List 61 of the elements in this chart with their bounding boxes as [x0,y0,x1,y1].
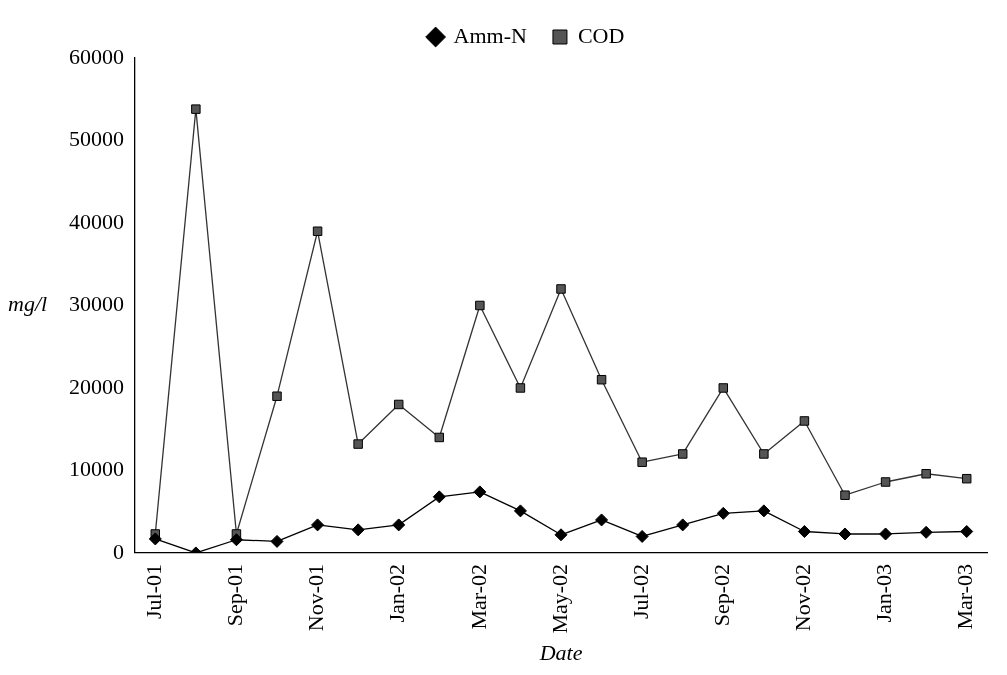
y-tick-label: 60000 [69,43,124,69]
point [272,391,282,401]
point [270,534,284,548]
point [351,523,365,537]
legend-label: COD [577,22,625,48]
point [596,374,607,385]
point [513,504,527,518]
point [718,383,729,393]
y-tick-label: 20000 [69,373,124,399]
point [757,504,771,518]
x-tick-label: Jan-02 [384,563,410,623]
point [556,284,566,294]
y-tick-label: 30000 [69,291,124,317]
point [716,506,730,520]
point [919,525,933,539]
point [961,473,972,484]
point [229,533,243,547]
x-tick-label: Jul-01 [141,563,167,619]
point [635,529,649,543]
x-tick-label: Nov-01 [303,563,329,632]
point [676,518,690,532]
y-tick-label: 0 [113,538,124,564]
point [554,528,568,542]
point [879,527,893,541]
x-tick-label: Sep-02 [709,563,735,627]
point [434,432,445,443]
point [677,449,688,459]
point [432,490,446,504]
point [880,477,891,487]
y-tick-label: 40000 [69,208,124,234]
x-tick-label: Mar-02 [465,563,491,630]
y-tick-label: 50000 [69,126,124,152]
point [148,532,162,546]
point [838,527,852,541]
y-tick-label: 10000 [69,456,124,482]
x-tick-label: May-02 [546,563,572,634]
point [595,513,609,527]
point [799,416,810,426]
point [960,525,974,538]
point [759,449,769,459]
y-axis-title: mg/l [8,291,48,317]
point [475,300,485,311]
x-tick-label: Mar-03 [952,563,978,630]
point [515,383,526,393]
point [473,485,487,499]
point [840,490,850,500]
x-axis-title: Date [538,639,583,665]
point [393,399,404,410]
x-tick-label: Sep-01 [222,563,248,627]
x-tick-label: Jan-03 [871,563,897,623]
point [191,104,201,114]
legend-label: Amm-N [453,22,528,48]
point [312,226,323,236]
x-tick-label: Jul-02 [627,563,653,619]
point [921,469,931,479]
point [311,518,325,532]
x-tick-label: Nov-02 [790,563,816,632]
point [392,518,406,532]
point [353,439,363,449]
point [637,457,647,467]
point [797,525,811,538]
